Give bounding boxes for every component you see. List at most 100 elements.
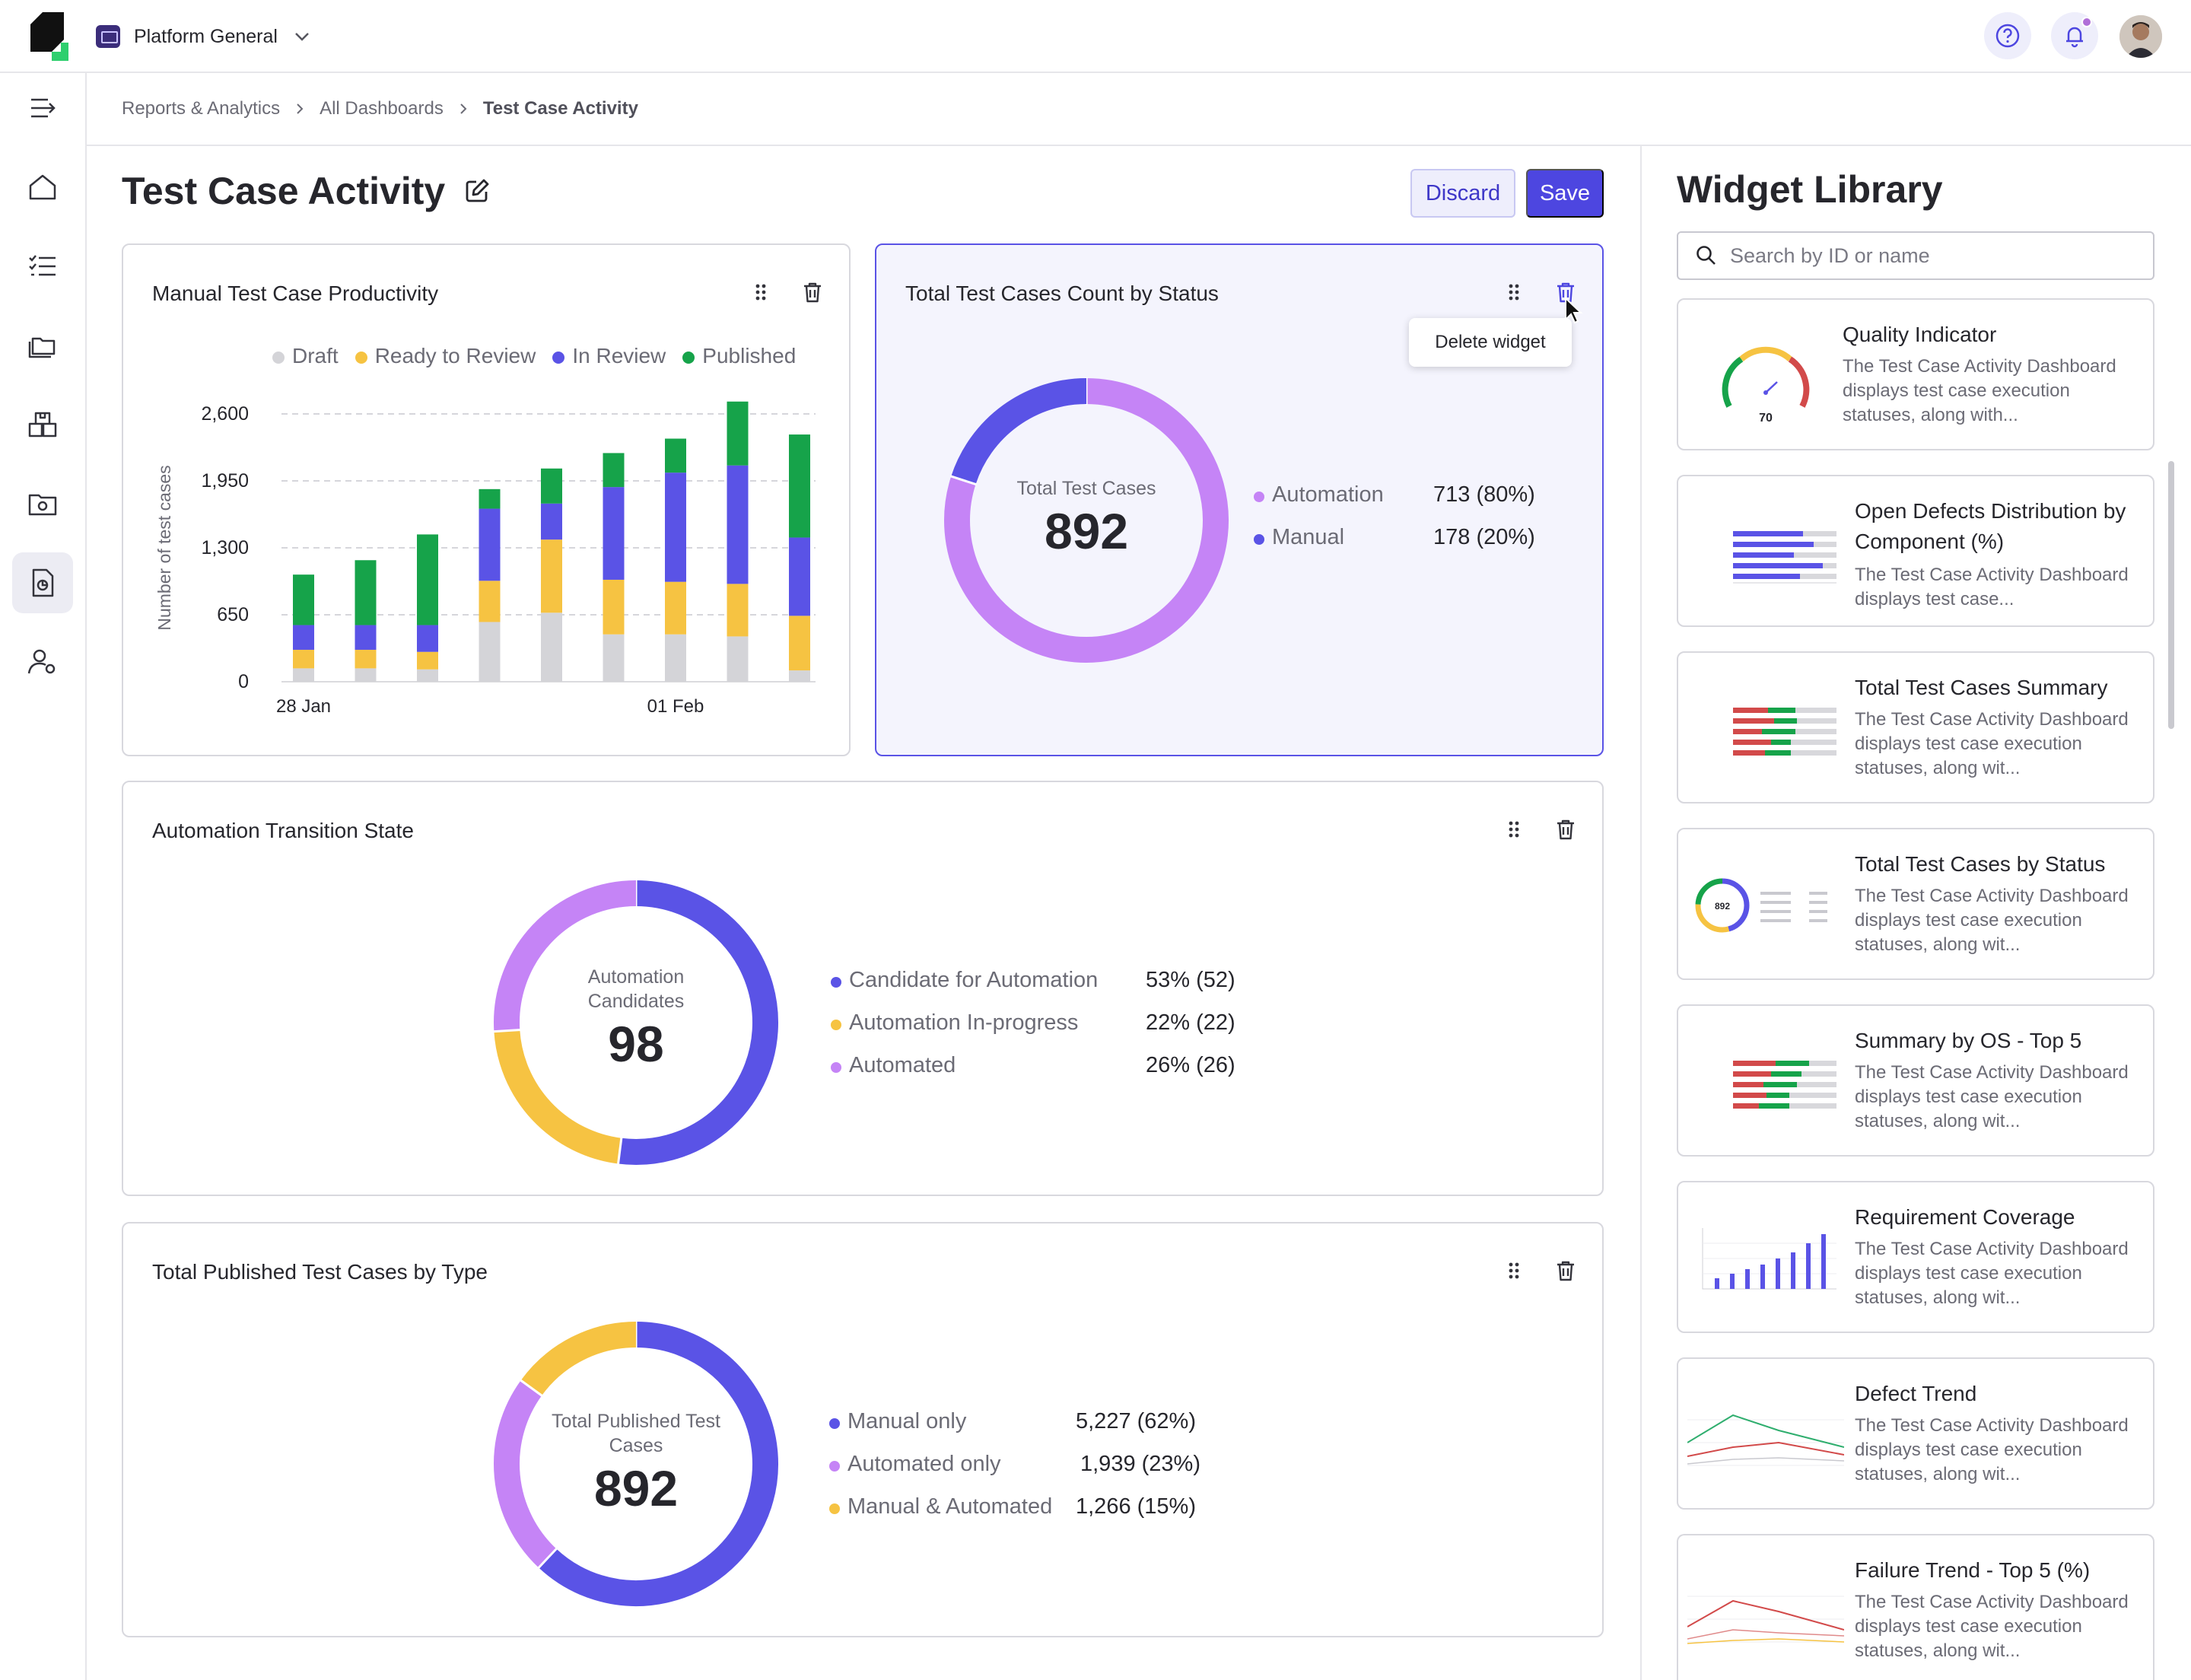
app-logo-icon[interactable]	[30, 12, 68, 61]
library-item-test-cases-summary[interactable]: Total Test Cases Summary The Test Case A…	[1677, 651, 2154, 803]
bar-segment-in-review[interactable]	[603, 487, 625, 580]
bar-segment-published[interactable]	[727, 401, 749, 466]
bar-segment-in-review[interactable]	[665, 473, 686, 582]
bar-segment-draft[interactable]	[727, 636, 749, 682]
bar-segment-published[interactable]	[355, 560, 377, 625]
bar-segment-published[interactable]	[789, 434, 810, 538]
bar-segment-published[interactable]	[293, 574, 314, 625]
nav-item-packages[interactable]	[12, 394, 73, 455]
bar-segment-draft[interactable]	[355, 668, 377, 682]
nav-item-folders[interactable]	[12, 315, 73, 376]
bar-segment-in-review[interactable]	[293, 625, 314, 651]
donut-legend: Candidate for Automation 53% (52) Automat…	[831, 968, 1287, 1096]
bar-segment-draft[interactable]	[665, 634, 686, 682]
library-item-desc: The Test Case Activity Dashboard display…	[1855, 1415, 2129, 1484]
bar-segment-ready-to-review[interactable]	[479, 581, 501, 622]
donut-slice-candidate-for-automation[interactable]	[618, 880, 778, 1165]
library-item-name: Quality Indicator	[1843, 323, 1997, 346]
bell-icon	[2066, 27, 2083, 48]
library-item-test-cases-by-status[interactable]: 892 Total Test Cases by Status The Test …	[1677, 828, 2154, 980]
bar-segment-published[interactable]	[417, 534, 438, 625]
bar-segment-in-review[interactable]	[541, 503, 562, 540]
donut-center-label: Total Published Test Cases	[552, 1411, 720, 1456]
library-item-open-defects[interactable]: Open Defects Distribution by Component (…	[1677, 475, 2154, 627]
donut-center-label: Total Test Cases	[1016, 478, 1156, 499]
bar-segment-ready-to-review[interactable]	[789, 616, 810, 671]
library-scrollbar[interactable]	[2168, 461, 2174, 729]
library-item-summary-by-os[interactable]: Summary by OS - Top 5 The Test Case Acti…	[1677, 1004, 2154, 1157]
search-icon	[1697, 246, 1716, 265]
drag-handle[interactable]	[1500, 816, 1528, 843]
library-item-name: Defect Trend	[1855, 1382, 1977, 1405]
notifications-button[interactable]	[2051, 12, 2098, 59]
donut-center-value: 892	[593, 1460, 679, 1516]
library-item-defect-trend[interactable]: Defect Trend The Test Case Activity Dash…	[1677, 1357, 2154, 1510]
delete-widget-button[interactable]	[799, 278, 826, 306]
bar-segment-published[interactable]	[603, 453, 625, 488]
nav-item-user-settings[interactable]	[12, 632, 73, 692]
discard-button[interactable]: Discard	[1410, 169, 1515, 218]
donut-slice-automation-in-progress[interactable]	[494, 1029, 622, 1164]
bar-segment-in-review[interactable]	[355, 625, 377, 651]
breadcrumb-all-dashboards[interactable]: All Dashboards	[320, 98, 444, 119]
bar-segment-ready-to-review[interactable]	[541, 539, 562, 613]
delete-widget-button[interactable]	[1552, 816, 1579, 843]
bar-segment-ready-to-review[interactable]	[665, 581, 686, 635]
drag-handle[interactable]	[747, 278, 774, 306]
bar-segment-in-review[interactable]	[479, 508, 501, 581]
breadcrumb-reports[interactable]: Reports & Analytics	[122, 98, 281, 119]
donut-chart-published	[494, 1321, 778, 1606]
bar-segment-ready-to-review[interactable]	[417, 651, 438, 670]
home-icon	[29, 174, 56, 200]
help-button[interactable]	[1984, 12, 2031, 59]
donut-separator	[519, 1379, 543, 1397]
legend-in-review: In Review	[552, 344, 666, 368]
donut-slice-automated[interactable]	[494, 880, 637, 1032]
library-item-desc: The Test Case Activity Dashboard display…	[1855, 1592, 2129, 1661]
widget-published-by-type: Total Published Test Cases by Type Total…	[122, 1222, 1604, 1637]
user-avatar[interactable]	[2119, 15, 2162, 58]
bar-segment-ready-to-review[interactable]	[727, 584, 749, 637]
bar-segment-draft[interactable]	[789, 670, 810, 682]
bar-segment-ready-to-review[interactable]	[603, 579, 625, 635]
bar-segment-draft[interactable]	[603, 634, 625, 682]
save-button[interactable]: Save	[1526, 169, 1604, 218]
library-item-failure-trend[interactable]: Failure Trend - Top 5 (%) The Test Case …	[1677, 1534, 2154, 1680]
bar-segment-draft[interactable]	[417, 669, 438, 682]
left-navigation	[0, 73, 87, 1680]
donut-slice-automated-only[interactable]	[494, 1380, 557, 1568]
bar-segment-ready-to-review[interactable]	[293, 650, 314, 669]
bar-segment-draft[interactable]	[541, 612, 562, 682]
edit-title-icon[interactable]	[463, 177, 491, 205]
bar-segment-draft[interactable]	[293, 668, 314, 682]
library-item-quality-indicator[interactable]: 70 Quality Indicator The Test Case Activ…	[1677, 298, 2154, 450]
donut-slice-manual-automated[interactable]	[520, 1322, 637, 1396]
donut-slice-manual-only[interactable]	[539, 1322, 778, 1606]
workspace-switcher[interactable]: Platform General	[96, 20, 313, 53]
bar-segment-in-review[interactable]	[417, 625, 438, 652]
bar-segment-published[interactable]	[479, 488, 501, 509]
y-tick-label: 2,600	[201, 403, 249, 425]
bar-segment-ready-to-review[interactable]	[355, 650, 377, 669]
nav-collapse-toggle[interactable]	[12, 78, 73, 138]
bar-segment-draft[interactable]	[479, 622, 501, 682]
donut-chart-status	[944, 377, 1229, 663]
nav-item-home[interactable]	[12, 157, 73, 218]
donut-slice-manual[interactable]	[951, 378, 1087, 485]
delete-widget-button[interactable]	[1552, 1257, 1579, 1284]
donut-slice-automation[interactable]	[944, 378, 1229, 663]
bar-segment-published[interactable]	[665, 438, 686, 473]
bar-segment-in-review[interactable]	[727, 465, 749, 584]
widget-search-input[interactable]	[1730, 243, 2141, 268]
nav-item-reports[interactable]	[12, 552, 73, 613]
drag-handle-icon	[1509, 284, 1519, 301]
library-item-desc: The Test Case Activity Dashboard display…	[1855, 1062, 2129, 1131]
drag-handle[interactable]	[1500, 1257, 1528, 1284]
bar-segment-in-review[interactable]	[789, 537, 810, 616]
nav-item-test-cases[interactable]	[12, 236, 73, 297]
bar-segment-published[interactable]	[541, 468, 562, 504]
drag-handle[interactable]	[1500, 278, 1528, 306]
nav-item-settings-folder[interactable]	[12, 473, 73, 534]
library-item-requirement-coverage[interactable]: Requirement Coverage The Test Case Activ…	[1677, 1181, 2154, 1333]
widget-manual-productivity: Manual Test Case Productivity Draft Read…	[122, 243, 851, 756]
